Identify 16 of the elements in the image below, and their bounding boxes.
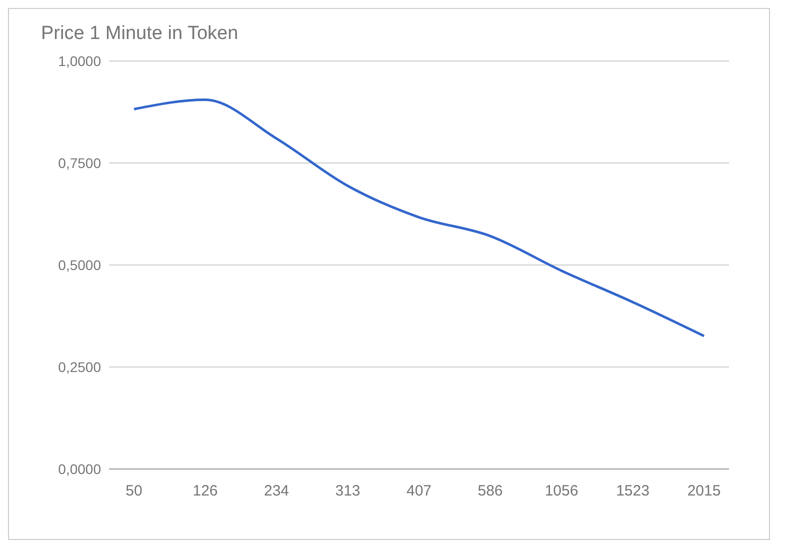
x-tick-label: 126 <box>192 482 218 500</box>
x-tick-label: 50 <box>126 482 142 500</box>
line-series <box>132 98 706 338</box>
x-tick-label: 2015 <box>687 482 721 500</box>
x-tick-label: 1523 <box>616 482 650 500</box>
chart-title: Price 1 Minute in Token <box>41 23 238 45</box>
x-tick-label: 586 <box>478 482 503 500</box>
x-tick-label: 234 <box>264 482 290 500</box>
y-tick-label: 0,0000 <box>58 460 102 477</box>
y-tick-label: 1,0000 <box>58 52 102 69</box>
x-tick-label: 407 <box>406 482 432 500</box>
y-tick-label: 0,2500 <box>58 358 102 375</box>
x-tick-label: 1056 <box>544 482 578 500</box>
y-tick-label: 0,5000 <box>58 256 102 273</box>
y-tick-label: 0,7500 <box>58 154 102 171</box>
x-tick-label: 313 <box>335 482 360 500</box>
